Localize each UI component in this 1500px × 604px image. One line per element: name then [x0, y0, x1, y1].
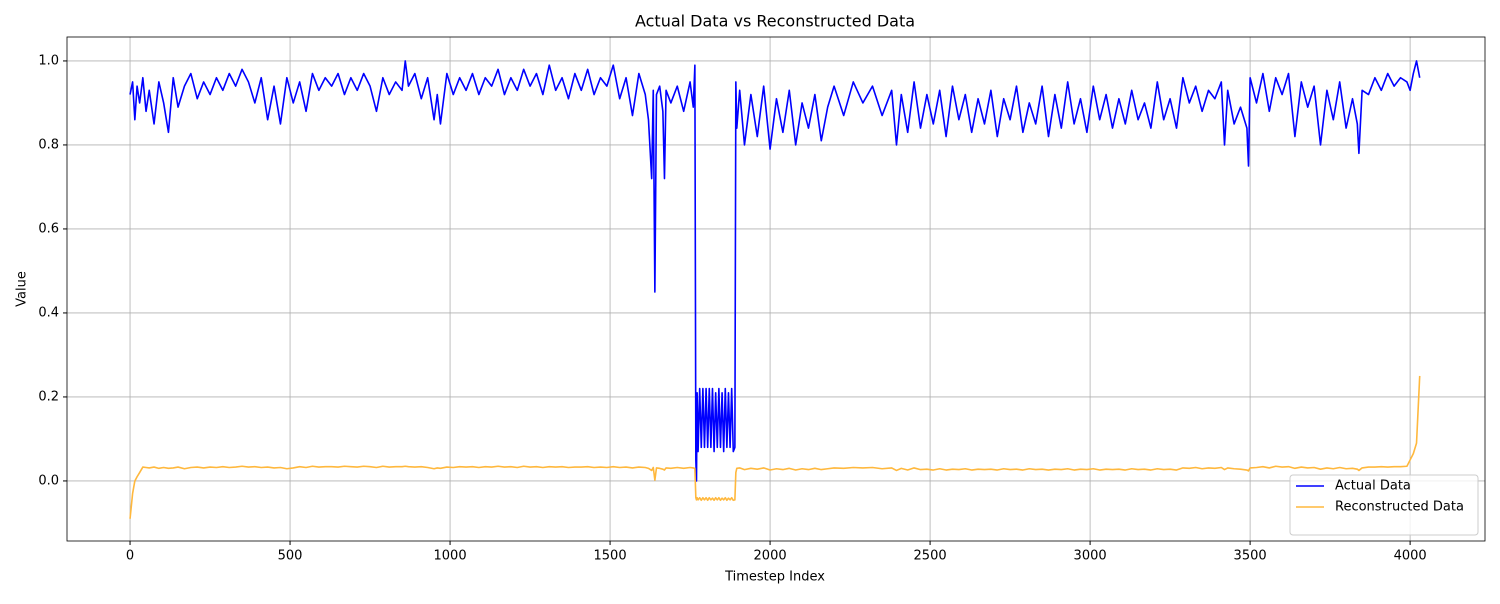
x-tick-label: 1500 — [594, 549, 627, 564]
y-tick-label: 0.8 — [38, 137, 59, 152]
legend-box — [1289, 474, 1479, 536]
chart-title: Actual Data vs Reconstructed Data — [635, 12, 915, 31]
x-tick-label: 3500 — [1234, 549, 1267, 564]
y-tick-label: 0.6 — [38, 221, 59, 236]
x-tick-label: 3000 — [1074, 549, 1107, 564]
series-line — [129, 60, 1421, 482]
x-axis-label: Timestep Index — [724, 570, 825, 585]
x-tick-label: 1000 — [434, 549, 467, 564]
x-tick-label: 4000 — [1394, 549, 1427, 564]
x-tick-label: 0 — [126, 549, 134, 564]
x-tick-label: 2000 — [754, 549, 787, 564]
series-line — [129, 375, 1421, 519]
x-tick-label: 2500 — [914, 549, 947, 564]
y-axis-label: Value — [15, 271, 30, 307]
x-tick-label: 500 — [278, 549, 303, 564]
y-tick-label: 0.4 — [38, 305, 59, 320]
legend-label: Reconstructed Data — [1335, 500, 1464, 515]
y-tick-label: 0.2 — [38, 389, 59, 404]
y-tick-label: 1.0 — [38, 53, 59, 68]
plot-frame — [66, 36, 1486, 542]
legend-label: Actual Data — [1335, 479, 1411, 494]
y-tick-label: 0.0 — [38, 473, 59, 488]
